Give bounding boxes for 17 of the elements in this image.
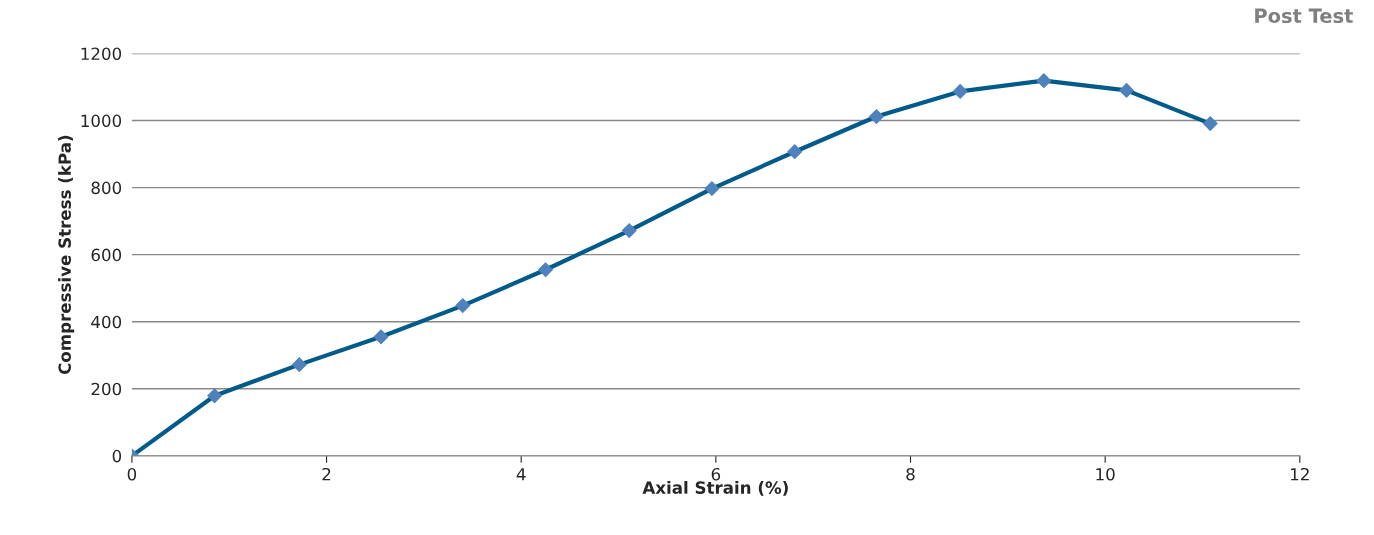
y-tick-label: 1000 bbox=[81, 114, 122, 128]
x-axis-title: Axial Strain (%) bbox=[642, 480, 788, 496]
y-tick-label: 600 bbox=[91, 248, 122, 262]
y-tick-label: 1200 bbox=[81, 47, 122, 61]
y-axis-title: Compressive Stress (kPa) bbox=[58, 135, 75, 375]
text: Post Test bbox=[1255, 8, 1353, 24]
y-tick-label: 200 bbox=[91, 382, 122, 396]
x-tick-label: 0 bbox=[127, 467, 137, 481]
x-tick-label: 6 bbox=[711, 467, 721, 481]
y-tick-label: 400 bbox=[91, 315, 122, 329]
x-tick-label: 4 bbox=[516, 468, 526, 481]
x-tick-label: 10 bbox=[1096, 467, 1115, 481]
x-tick-label: 2 bbox=[322, 467, 331, 481]
x-tick-label: 8 bbox=[906, 467, 915, 481]
y-tick-label: 0 bbox=[112, 449, 122, 463]
x-tick-label: 12 bbox=[1291, 467, 1309, 481]
y-tick-label: 800 bbox=[91, 181, 122, 195]
